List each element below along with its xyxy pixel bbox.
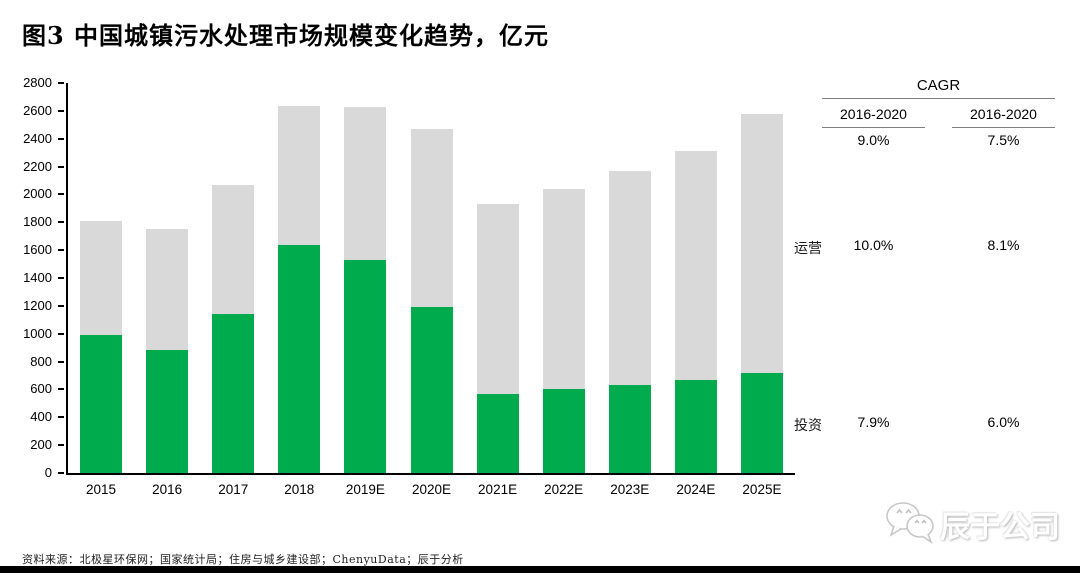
cagr-col2-rule: [952, 127, 1055, 128]
x-axis-label-2020E: 2020E: [411, 482, 452, 497]
y-axis-tick-label: 2400: [23, 130, 52, 146]
y-axis-tick-label: 2000: [23, 186, 52, 202]
x-axis-label-2021E: 2021E: [478, 482, 518, 497]
operation-row-label: 运营: [794, 241, 822, 257]
bar-segment-investment-2017: [212, 314, 255, 473]
y-axis-tick-label: 2200: [23, 158, 52, 174]
y-axis-tick-label: 400: [30, 409, 52, 425]
y-axis-tick: [58, 332, 64, 335]
x-axis-label-2024E: 2024E: [676, 482, 716, 497]
y-axis-tick: [58, 82, 64, 84]
cagr-header-rule: [822, 98, 1055, 99]
bar-segment-investment-2023E: [608, 385, 651, 473]
bar-segment-operation-2019E: [344, 106, 387, 260]
x-axis-label-2025E: 2025E: [742, 482, 782, 497]
bar-segment-operation-2021E: [476, 204, 519, 394]
bar-segment-operation-2024E: [674, 151, 717, 380]
bar-segment-investment-2025E: [740, 373, 783, 473]
y-axis-tick-label: 600: [30, 381, 52, 397]
wechat-chat-bubbles-icon: [884, 500, 936, 549]
x-axis-label-2019E: 2019E: [345, 482, 385, 497]
y-axis-tick-label: 1400: [23, 270, 52, 285]
cagr-total-col2-value: 7.5%: [987, 132, 1020, 148]
bar-segment-investment-2020E: [410, 307, 453, 473]
y-axis-tick-label: 800: [30, 353, 52, 369]
y-axis-line: [66, 83, 68, 475]
bar-segment-operation-2016: [146, 229, 189, 351]
bar-segment-operation-2023E: [608, 170, 651, 386]
bar-segment-operation-2015: [80, 220, 123, 336]
y-axis-tick: [58, 277, 64, 279]
bar-segment-investment-2015: [80, 335, 123, 473]
bar-segment-investment-2022E: [542, 389, 585, 473]
y-axis-tick: [58, 388, 64, 391]
plot-area: 0 200 400 600 800 1000 1200 1400 1600 1800 2000 220…: [23, 75, 795, 497]
y-axis-tick: [58, 221, 64, 224]
bar-segment-investment-2021E: [476, 393, 519, 473]
y-axis-tick: [58, 137, 64, 140]
chart-title: 图3 中国城镇污水处理市场规模变化趋势，亿元: [22, 21, 550, 50]
y-axis-tick-label: 2600: [23, 102, 52, 118]
x-axis-label-2016: 2016: [152, 482, 183, 497]
y-axis-tick-label: 2800: [23, 75, 52, 90]
cagr-investment-col1-value: 7.9%: [857, 414, 890, 430]
bar-segment-investment-2016: [146, 350, 189, 473]
x-axis-label-2023E: 2023E: [610, 482, 650, 497]
x-axis-label-2017: 2017: [218, 482, 249, 497]
y-axis-tick-label: 1000: [23, 325, 52, 341]
cagr-operation-col2-value: 8.1%: [987, 237, 1020, 253]
y-axis-tick: [58, 416, 64, 419]
y-axis-tick-label: 1600: [23, 242, 52, 258]
cagr-col1-header: 2016-2020: [840, 106, 907, 122]
cagr-table-header: CAGR: [916, 77, 961, 94]
y-axis-tick: [58, 360, 64, 363]
y-axis-tick: [58, 472, 64, 474]
bar-segment-investment-2018: [278, 245, 321, 473]
bottom-rule: [0, 566, 1080, 573]
cagr-investment-col2-value: 6.0%: [987, 414, 1020, 430]
watermark-company-name: 辰于公司: [940, 510, 1060, 545]
y-axis-tick: [58, 165, 64, 168]
x-axis-label-2015: 2015: [86, 482, 117, 497]
bar-segment-operation-2018: [278, 106, 321, 246]
y-axis-tick: [58, 304, 64, 307]
y-axis-tick-label: 200: [30, 437, 52, 453]
x-axis-line: [66, 473, 795, 475]
cagr-col2-header: 2016-2020: [970, 106, 1037, 122]
cagr-total-col1-value: 9.0%: [857, 132, 890, 148]
x-axis-label-2018: 2018: [284, 482, 315, 497]
y-axis-tick: [58, 444, 64, 447]
bar-segment-investment-2024E: [674, 379, 717, 473]
cagr-col1-rule: [822, 127, 925, 128]
source-note: 资料来源：北极星环保网；国家统计局；住房与城乡建设部；ChenyuData；辰于…: [22, 553, 464, 566]
y-axis-tick-label: 0: [44, 465, 52, 480]
investment-row-label: 投资: [794, 418, 822, 434]
y-axis-tick: [58, 109, 64, 112]
y-axis-tick-label: 1800: [23, 214, 52, 230]
bar-segment-operation-2022E: [542, 188, 585, 390]
bar-segment-operation-2025E: [740, 113, 783, 374]
bar-segment-investment-2019E: [344, 259, 387, 473]
bar-segment-operation-2017: [212, 185, 255, 315]
watermark: 辰于公司: [884, 500, 1064, 548]
y-axis-tick: [58, 249, 64, 252]
x-axis-label-2022E: 2022E: [544, 482, 584, 497]
bar-segment-operation-2020E: [410, 128, 453, 308]
y-axis-tick: [58, 193, 64, 196]
y-axis-tick-label: 1200: [23, 297, 52, 313]
cagr-operation-col1-value: 10.0%: [853, 237, 894, 253]
